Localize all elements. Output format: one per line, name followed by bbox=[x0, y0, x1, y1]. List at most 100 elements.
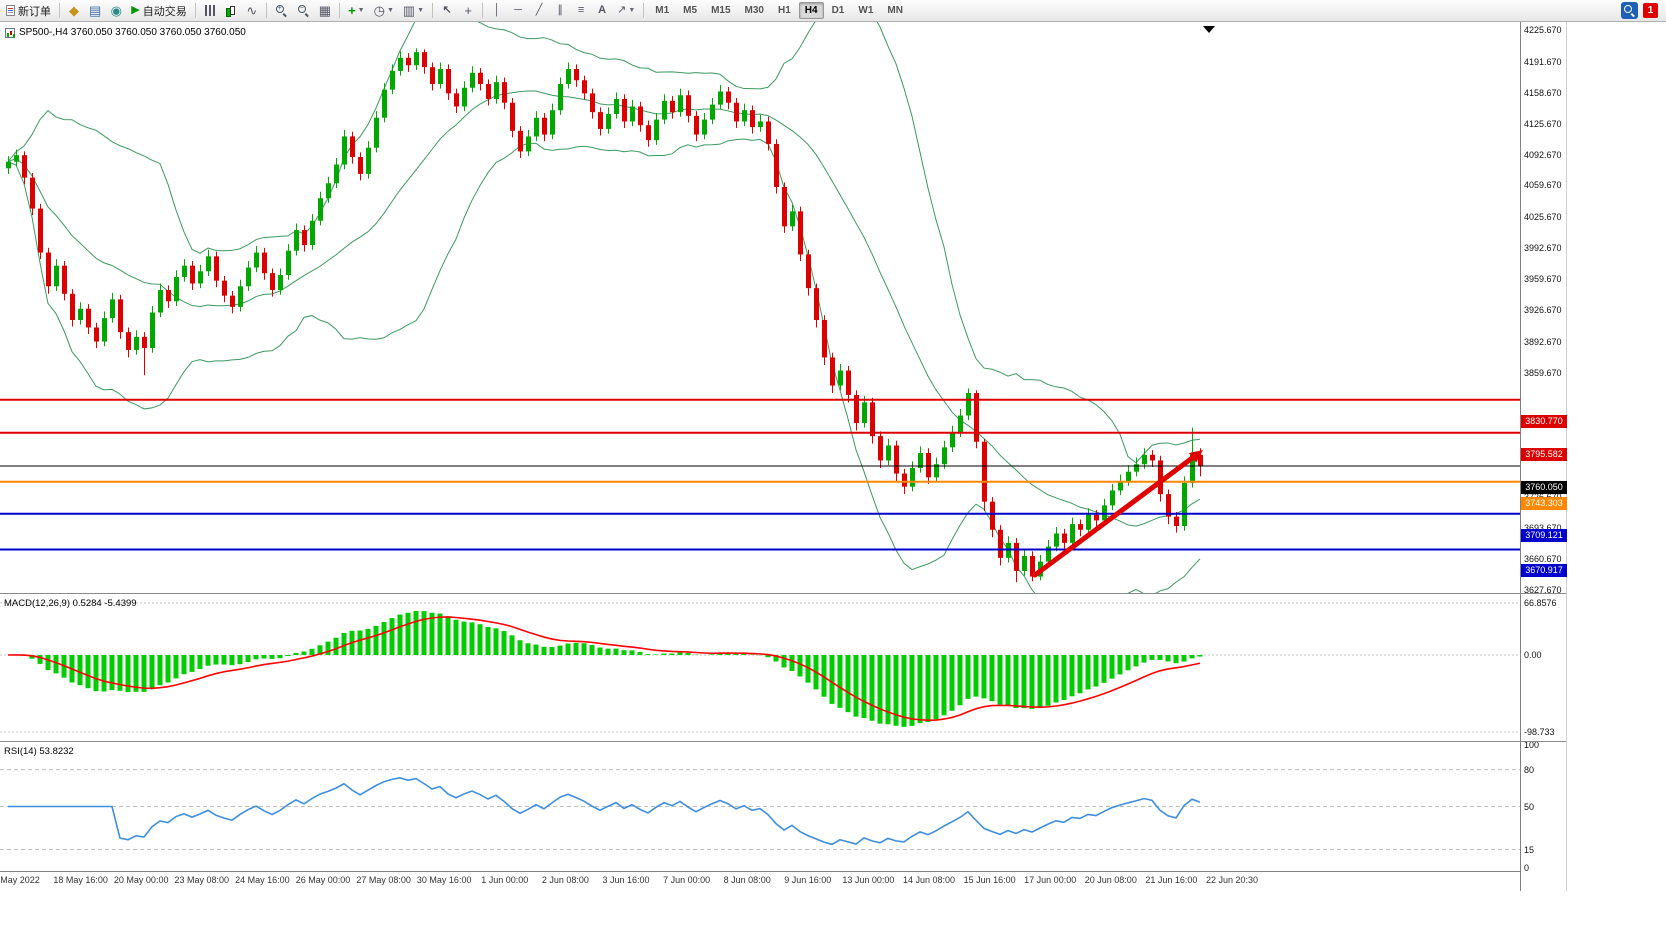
channel-button[interactable]: ∥ bbox=[550, 1, 570, 21]
cursor-button[interactable]: ↖ bbox=[437, 1, 457, 21]
timeframe-group: M1 M5 M15 M30 H1 H4 D1 W1 MN bbox=[648, 2, 910, 19]
crosshair-button[interactable]: + bbox=[458, 1, 478, 21]
main-price-chart[interactable] bbox=[0, 22, 1520, 593]
toolbar-separator bbox=[59, 3, 60, 18]
time-axis-label: 1 Jun 00:00 bbox=[481, 875, 529, 885]
toolbar-right: 1 bbox=[1621, 2, 1664, 19]
vertical-line-button[interactable]: │ bbox=[487, 1, 507, 21]
toolbar-separator bbox=[194, 3, 196, 18]
price-tick-label: 0.00 bbox=[1524, 650, 1542, 660]
toolbar-separator bbox=[643, 3, 645, 18]
macd-signal-line bbox=[7, 616, 1201, 721]
price-axis[interactable]: 4225.670 4191.670 4158.670 4125.670 4092.670… bbox=[1520, 22, 1567, 891]
timeframe-h1-button[interactable]: H1 bbox=[777, 5, 791, 16]
price-tick-label: 3892.670 bbox=[1524, 336, 1562, 347]
notification-badge[interactable]: 1 bbox=[1643, 3, 1658, 18]
panel-divider[interactable] bbox=[0, 741, 1566, 742]
timeframe-h4-button[interactable]: H4 bbox=[798, 2, 824, 19]
price-tick-label: 3627.670 bbox=[1524, 584, 1562, 595]
timeframe-m15-button[interactable]: M15 bbox=[711, 5, 731, 16]
vertical-line-icon: │ bbox=[493, 4, 501, 16]
time-axis-label: 13 Jun 00:00 bbox=[842, 875, 895, 885]
rsi-indicator-panel[interactable] bbox=[0, 743, 1520, 871]
price-badge: 3709.121 bbox=[1521, 528, 1567, 542]
tile-windows-button[interactable]: ▦ bbox=[315, 1, 335, 21]
scale-marker-icon bbox=[1203, 26, 1215, 33]
market-watch-button[interactable]: ◆ bbox=[64, 1, 84, 21]
indicators-icon: + bbox=[348, 3, 356, 18]
toolbar-separator bbox=[432, 3, 434, 18]
time-axis[interactable]: May 2022 18 May 16:00 20 May 00:00 23 May 0… bbox=[0, 871, 1520, 891]
macd-indicator-panel[interactable] bbox=[0, 595, 1520, 741]
time-axis-label: 9 Jun 16:00 bbox=[784, 875, 832, 885]
arrows-button[interactable]: ↗ ▼ bbox=[613, 1, 639, 21]
timeframe-d1-button[interactable]: D1 bbox=[831, 5, 845, 16]
price-tick-label: 4191.670 bbox=[1524, 56, 1562, 67]
trendline-icon: ╱ bbox=[535, 4, 543, 16]
fibonacci-button[interactable]: ≡ bbox=[571, 1, 591, 21]
price-tick-label: 50 bbox=[1524, 801, 1535, 812]
price-tick-label: 4092.670 bbox=[1524, 149, 1562, 160]
bar-chart-button[interactable] bbox=[200, 1, 220, 21]
time-axis-label: 2 Jun 08:00 bbox=[541, 875, 589, 885]
time-axis-label: 7 Jun 00:00 bbox=[663, 875, 711, 885]
periods-button[interactable]: ◷ ▼ bbox=[370, 1, 398, 21]
price-tick-label: 3693.670 bbox=[1524, 523, 1562, 533]
rsi-label: RSI(14) 53.8232 bbox=[4, 746, 74, 757]
price-lines bbox=[0, 398, 1520, 551]
price-tick-label: 100 bbox=[1524, 740, 1540, 750]
navigator-button[interactable]: ▤ bbox=[85, 1, 105, 21]
templates-button[interactable]: ▥ ▼ bbox=[399, 1, 428, 21]
time-axis-label: 26 May 00:00 bbox=[295, 875, 351, 885]
template-icon: ▥ bbox=[402, 3, 416, 18]
toolbar-separator bbox=[265, 3, 267, 18]
bollinger-bands bbox=[7, 22, 1201, 593]
price-badge: 3760.050 bbox=[1521, 481, 1567, 495]
chart-ohlc-label: SP500-,H4 3760.050 3760.050 3760.050 376… bbox=[5, 27, 246, 38]
price-badge: 3743.303 bbox=[1521, 496, 1567, 510]
toolbar-separator bbox=[339, 3, 341, 18]
price-tick-label: 3660.670 bbox=[1524, 554, 1562, 565]
time-axis-label: 18 May 16:00 bbox=[53, 875, 108, 885]
time-axis-label: 30 May 16:00 bbox=[416, 875, 472, 885]
candlestick-icon bbox=[225, 5, 236, 17]
price-tick-label: -98.733 bbox=[1524, 727, 1555, 737]
terminal-icon: ◉ bbox=[110, 3, 122, 18]
macd-label: MACD(12,26,9) 0.5284 -5.4399 bbox=[4, 598, 137, 609]
text-button[interactable]: A bbox=[592, 1, 612, 21]
chevron-down-icon: ▼ bbox=[417, 7, 425, 14]
horizontal-line-button[interactable]: ─ bbox=[508, 1, 528, 21]
cursor-icon: ↖ bbox=[442, 4, 452, 16]
time-axis-label: 24 May 16:00 bbox=[235, 875, 290, 885]
timeframe-m5-button[interactable]: M5 bbox=[683, 5, 698, 16]
timeframe-mn-button[interactable]: MN bbox=[887, 5, 903, 16]
rsi-line bbox=[8, 776, 1201, 846]
timeframe-w1-button[interactable]: W1 bbox=[858, 5, 874, 16]
price-badge: 3670.917 bbox=[1521, 564, 1567, 578]
candlestick-button[interactable] bbox=[221, 1, 241, 21]
search-button[interactable] bbox=[1621, 2, 1638, 19]
price-badge: 3795.582 bbox=[1521, 447, 1567, 461]
time-axis-label: 8 Jun 08:00 bbox=[723, 875, 771, 885]
timeframe-m1-button[interactable]: M1 bbox=[655, 5, 670, 16]
time-axis-label: 15 Jun 16:00 bbox=[963, 875, 1016, 885]
chart-icon bbox=[5, 27, 15, 38]
trendline-button[interactable]: ╱ bbox=[529, 1, 549, 21]
zoom-out-button[interactable]: − bbox=[293, 1, 314, 21]
panel-divider[interactable] bbox=[0, 593, 1566, 594]
toolbar-separator bbox=[482, 3, 484, 18]
price-tick-label: 4225.670 bbox=[1524, 25, 1562, 35]
chevron-down-icon: ▼ bbox=[628, 7, 636, 14]
channel-icon: ∥ bbox=[557, 4, 563, 16]
fibonacci-icon: ≡ bbox=[577, 4, 585, 16]
indicators-button[interactable]: + ▼ bbox=[344, 1, 369, 21]
timeframe-m30-button[interactable]: M30 bbox=[744, 5, 764, 16]
time-axis-label: 17 Jun 00:00 bbox=[1024, 875, 1077, 885]
terminal-button[interactable]: ◉ bbox=[106, 1, 126, 21]
line-chart-icon: ∿ bbox=[246, 3, 258, 18]
auto-trading-button[interactable]: ▶ 自动交易 bbox=[127, 1, 190, 21]
time-axis-label: 27 May 08:00 bbox=[356, 875, 411, 885]
line-chart-button[interactable]: ∿ bbox=[242, 1, 262, 21]
new-order-button[interactable]: 新订单 bbox=[2, 1, 55, 21]
zoom-in-button[interactable]: + bbox=[271, 1, 292, 21]
